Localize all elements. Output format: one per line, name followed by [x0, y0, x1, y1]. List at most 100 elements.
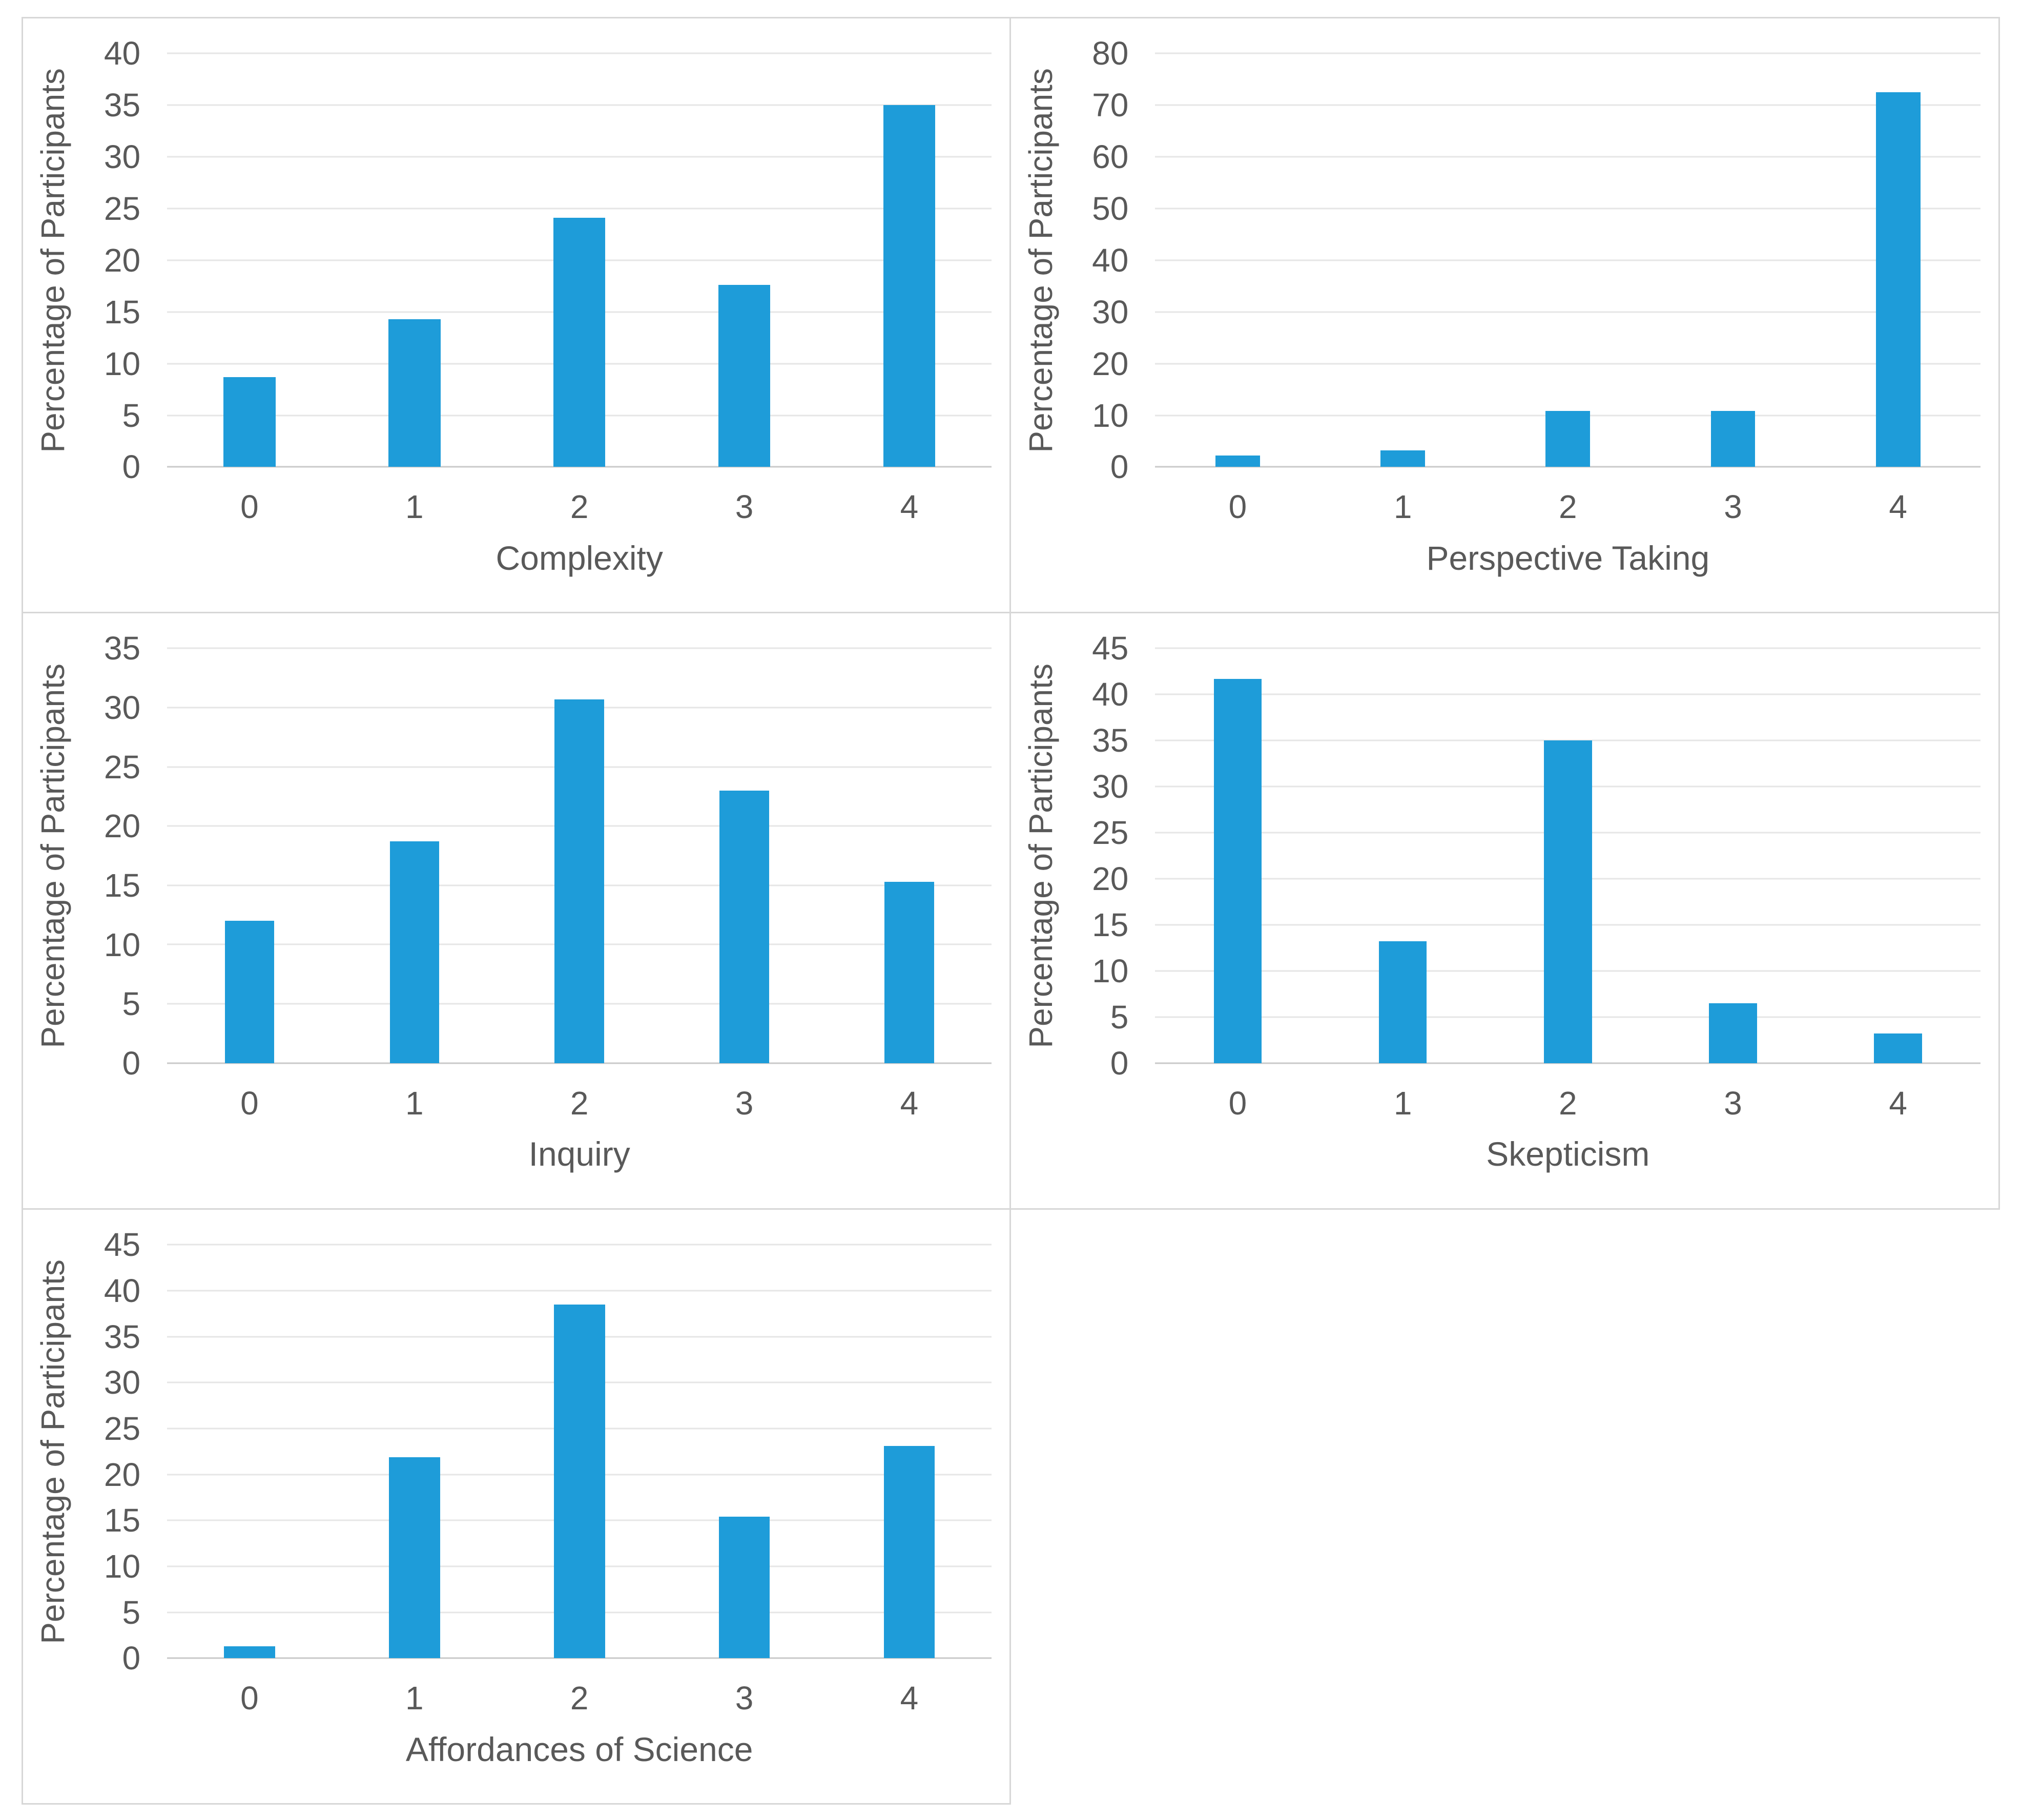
x-tick-label: 0: [240, 1084, 259, 1122]
bar-category-1: [1380, 450, 1426, 467]
plot-area: [167, 647, 992, 1064]
bar-category-4: [884, 881, 934, 1063]
x-tick-label: 4: [1889, 1084, 1907, 1122]
y-tick-label: 40: [1092, 241, 1129, 279]
bar-chart-complexity: Percentage of Participants 0 5 10 15 20 25 30 35…: [23, 18, 1009, 612]
y-tick-label: 30: [104, 689, 141, 726]
y-tick-label: 45: [1092, 630, 1129, 667]
y-tick-label: 5: [1110, 998, 1129, 1036]
y-tick-label: 20: [104, 808, 141, 845]
bar-category-0: [224, 921, 275, 1063]
bar-category-2: [553, 1304, 605, 1659]
gridline: [1155, 52, 1981, 54]
y-tick-label: 15: [104, 866, 141, 904]
bar-category-1: [1378, 941, 1427, 1063]
y-tick-label: 40: [104, 35, 141, 72]
gridline: [1155, 693, 1981, 695]
x-tick-label: 1: [1393, 488, 1412, 526]
x-tick-label: 4: [900, 1680, 919, 1717]
gridline: [167, 208, 992, 210]
y-tick-label: 25: [104, 190, 141, 227]
gridline: [167, 104, 992, 106]
gridline: [1155, 311, 1981, 313]
y-tick-label: 35: [104, 1318, 141, 1355]
chart-panel-complexity: Percentage of Participants 0 5 10 15 20 25 30 35…: [22, 17, 1011, 613]
y-tick-label: 40: [1092, 676, 1129, 713]
bar-category-4: [883, 1446, 935, 1659]
chart-panel-skepticism: Percentage of Participants 0 5 10 15 20 25 30 35…: [1009, 612, 2000, 1210]
y-tick-label: 40: [104, 1272, 141, 1309]
gridline: [167, 52, 992, 54]
y-tick-label: 25: [104, 1410, 141, 1447]
y-tick-label: 15: [1092, 906, 1129, 943]
y-tick-label: 30: [1092, 768, 1129, 805]
gridline: [1155, 208, 1981, 210]
bar-chart-skepticism: Percentage of Participants 0 5 10 15 20 25 30 35…: [1011, 613, 1998, 1208]
y-tick-label: 30: [1092, 293, 1129, 330]
x-tick-label: 2: [1559, 1084, 1577, 1122]
y-tick-label: 25: [1092, 814, 1129, 851]
y-tick-label: 30: [104, 138, 141, 175]
chart-panel-inquiry: Percentage of Participants 0 5 10 15 20 25 30 35…: [22, 612, 1011, 1210]
y-tick-label: 15: [104, 293, 141, 330]
plot-area: [1155, 647, 1981, 1064]
x-tick-label: 3: [735, 1680, 754, 1717]
x-tick-label: 0: [240, 1680, 259, 1717]
x-tick-label: 4: [900, 1084, 919, 1122]
y-tick-label: 35: [1092, 722, 1129, 759]
x-tick-label: 3: [735, 488, 754, 526]
gridline: [1155, 156, 1981, 158]
gridline: [167, 647, 992, 649]
x-axis-title: Perspective Taking: [1426, 539, 1710, 577]
bar-category-1: [388, 319, 441, 467]
y-tick-label: 20: [104, 241, 141, 279]
y-tick-label: 80: [1092, 35, 1129, 72]
y-tick-label: 10: [1092, 952, 1129, 989]
chart-panel-affordances-of-science: Percentage of Participants 0 5 10 15 20 25 30 35…: [22, 1208, 1011, 1805]
bar-category-4: [1874, 1033, 1922, 1063]
y-tick-label: 5: [122, 985, 141, 1022]
y-tick-label: 5: [122, 1594, 141, 1631]
bar-category-1: [388, 1457, 440, 1659]
gridline: [167, 1244, 992, 1246]
gridline: [1155, 363, 1981, 365]
x-tick-label: 3: [1724, 1084, 1742, 1122]
plot-area: [167, 1244, 992, 1659]
bar-chart-inquiry: Percentage of Participants 0 5 10 15 20 25 30 35…: [23, 613, 1009, 1208]
y-tick-label: 0: [122, 1044, 141, 1082]
x-tick-label: 1: [405, 1084, 424, 1122]
x-tick-label: 3: [1724, 488, 1742, 526]
y-tick-label: 10: [104, 1547, 141, 1585]
bar-category-3: [718, 285, 771, 467]
y-tick-label: 10: [104, 345, 141, 382]
x-tick-label: 1: [1393, 1084, 1412, 1122]
plot-area: [1155, 52, 1981, 468]
y-tick-label: 45: [104, 1226, 141, 1264]
y-tick-label: 35: [104, 87, 141, 124]
y-axis-title: Percentage of Participants: [34, 1259, 71, 1644]
chart-panel-perspective-taking: Percentage of Participants 0 10 20 30 40 50 60 7…: [1009, 17, 2000, 613]
bar-category-0: [224, 1646, 275, 1659]
bar-category-2: [1545, 411, 1591, 467]
gridline: [167, 1290, 992, 1292]
y-tick-label: 20: [104, 1456, 141, 1493]
bar-category-2: [553, 218, 606, 467]
x-tick-label: 3: [735, 1084, 754, 1122]
x-axis-title: Affordances of Science: [405, 1730, 753, 1768]
y-tick-label: 0: [122, 448, 141, 486]
y-tick-label: 15: [104, 1502, 141, 1539]
bar-category-3: [1709, 1003, 1757, 1063]
x-tick-label: 4: [900, 488, 919, 526]
bar-category-4: [883, 105, 936, 467]
x-axis-title: Complexity: [496, 539, 663, 577]
x-tick-label: 2: [570, 1680, 589, 1717]
y-tick-label: 5: [122, 397, 141, 434]
gridline: [1155, 647, 1981, 649]
bar-chart-affordances-of-science: Percentage of Participants 0 5 10 15 20 25 30 35…: [23, 1210, 1009, 1803]
bar-category-3: [719, 790, 769, 1063]
gridline: [1155, 259, 1981, 261]
y-tick-label: 50: [1092, 190, 1129, 227]
x-tick-label: 0: [1228, 1084, 1247, 1122]
y-tick-label: 20: [1092, 345, 1129, 382]
